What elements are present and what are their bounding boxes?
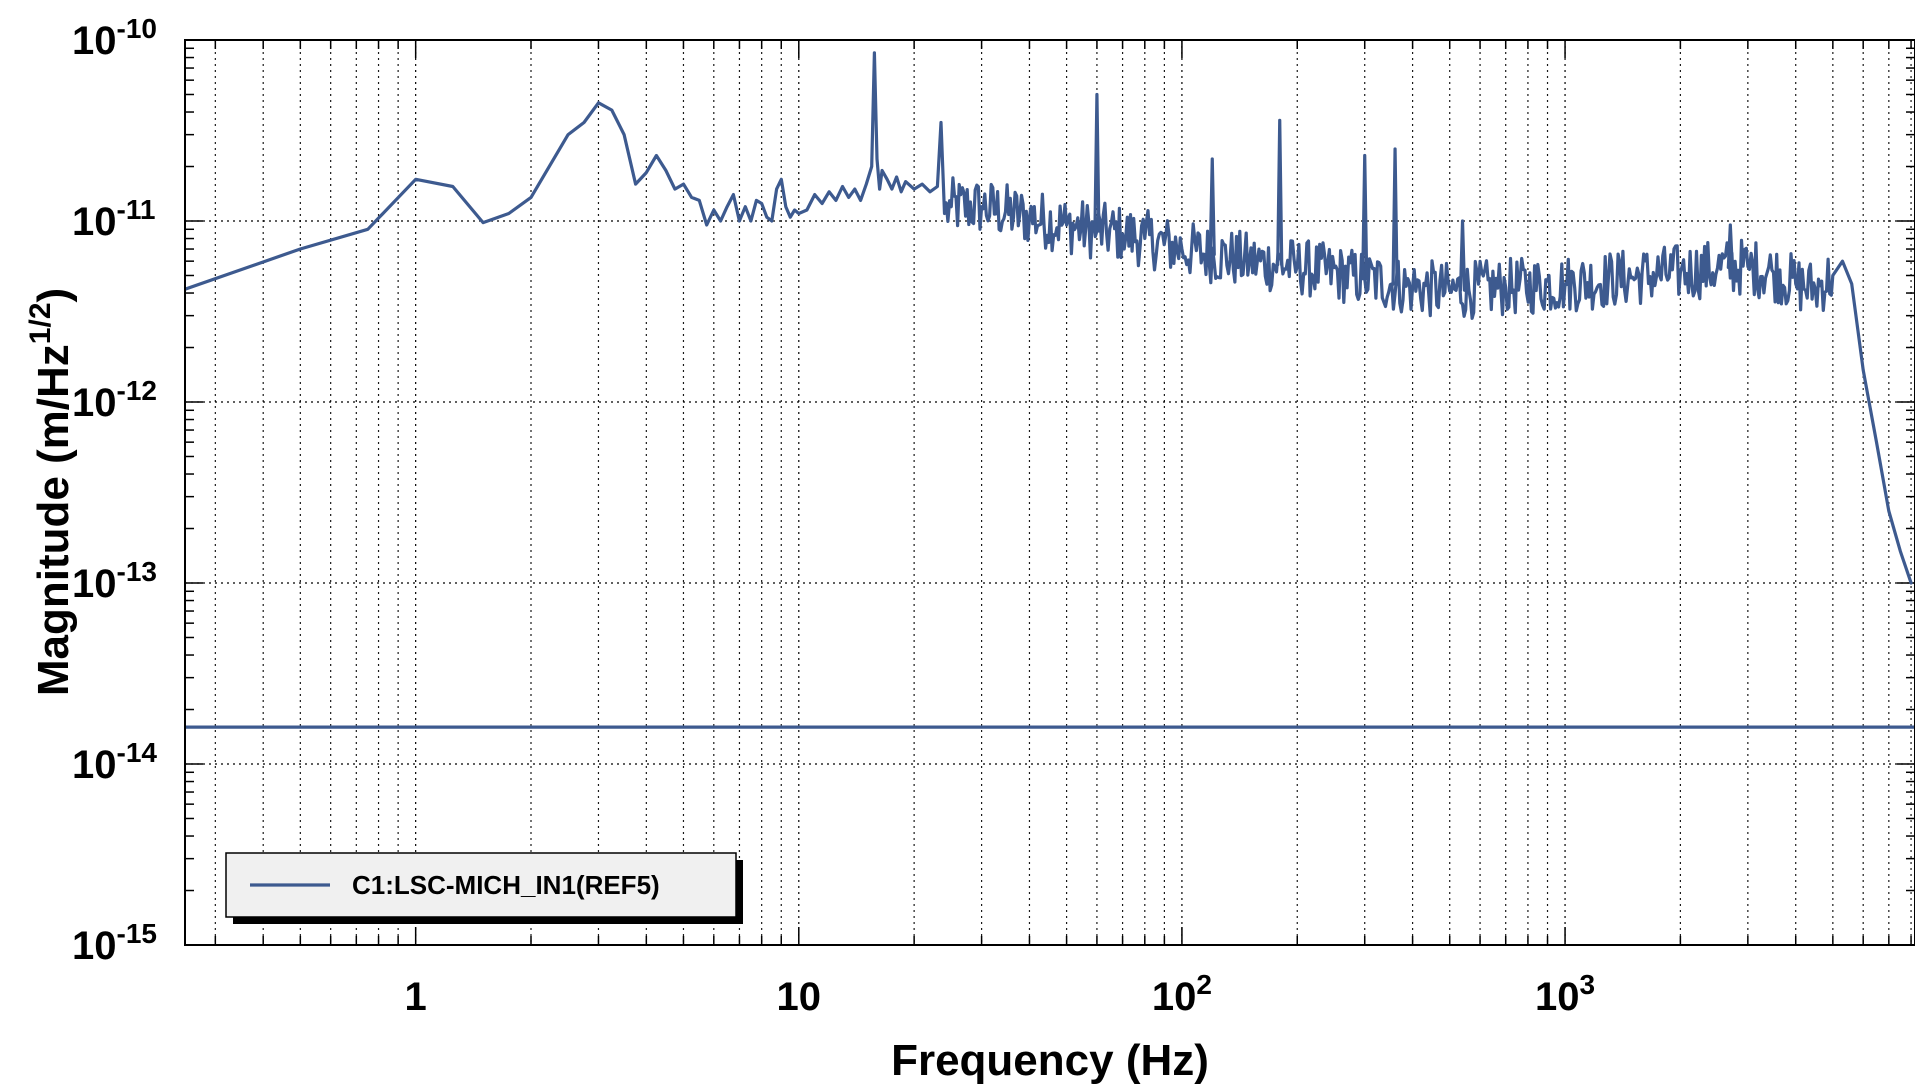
y-tick-label-base: 10 [72, 743, 117, 787]
y-tick-label: 10-14 [72, 737, 157, 787]
y-tick-label-base: 10 [72, 562, 117, 606]
x-tick-labels: 1 10 102 103 [405, 969, 1596, 1019]
y-tick-label-base: 10 [72, 19, 117, 63]
x-tick-label: 10 [777, 975, 822, 1019]
x-tick-label-base: 10 [1535, 975, 1580, 1019]
series-line-mich [185, 51, 1913, 585]
x-tick-label-exponent: 3 [1580, 969, 1596, 1000]
y-axis-label-text: Magnitude (m/Hz [29, 344, 78, 696]
y-tick-label: 10-13 [72, 556, 157, 606]
x-tick-label-exponent: 2 [1196, 969, 1212, 1000]
x-tick-label: 103 [1535, 969, 1595, 1019]
plot-frame [184, 39, 1915, 946]
y-tick-label: 10-11 [72, 194, 155, 244]
legend: C1:LSC-MICH_IN1(REF5) [225, 852, 743, 924]
series-peak [1391, 147, 1399, 286]
y-tick-label-exponent: -10 [117, 13, 157, 44]
series-peak [1208, 157, 1216, 257]
series-layer [185, 51, 1915, 729]
x-tick-label: 102 [1152, 969, 1212, 1019]
y-axis-label-exponent: 1/2 [24, 302, 57, 344]
x-tick-label: 1 [405, 975, 427, 1019]
y-tick-label-exponent: -14 [117, 737, 158, 768]
x-tick-label-base: 10 [777, 975, 822, 1019]
x-tick-label-base: 1 [405, 975, 427, 1019]
y-tick-label-exponent: -15 [117, 918, 157, 949]
y-tick-label-base: 10 [72, 381, 117, 425]
series-peak [1726, 223, 1734, 269]
y-tick-label-exponent: -12 [117, 375, 157, 406]
x-axis-label: Frequency (Hz) [891, 1036, 1209, 1084]
series-peak [1361, 153, 1369, 281]
series-peak [1458, 219, 1467, 292]
y-tick-label-exponent: -11 [117, 194, 156, 225]
y-tick-label-base: 10 [72, 924, 117, 968]
axis-ticks [185, 40, 1915, 946]
y-axis-label: Magnitude (m/Hz1/2) [24, 288, 78, 696]
y-tick-label-base: 10 [72, 200, 117, 244]
x-tick-label-base: 10 [1152, 975, 1197, 1019]
series-peak [1093, 92, 1101, 233]
y-tick-label-exponent: -13 [117, 556, 157, 587]
series-peak [1276, 118, 1284, 267]
y-tick-label: 10-15 [72, 918, 157, 968]
y-tick-label: 10-12 [72, 375, 157, 425]
legend-label: C1:LSC-MICH_IN1(REF5) [352, 870, 660, 900]
y-tick-label: 10-10 [72, 13, 157, 63]
y-axis-label-close: ) [29, 288, 78, 303]
